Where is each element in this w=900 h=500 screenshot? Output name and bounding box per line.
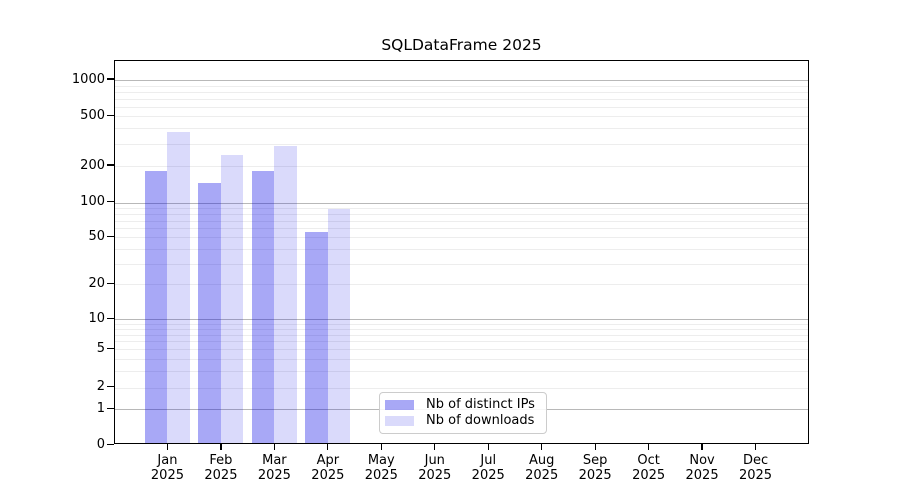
- x-tick-label-dec: Dec 2025: [738, 453, 773, 484]
- minor-gridline: [115, 106, 808, 108]
- legend-entry: Nb of downloads: [385, 413, 538, 429]
- y-tick-mark: [107, 235, 114, 237]
- minor-gridline: [115, 116, 808, 118]
- minor-gridline: [115, 220, 808, 222]
- x-tick-label-sep: Sep 2025: [578, 453, 612, 484]
- plot-area: [114, 60, 809, 444]
- minor-gridline: [115, 334, 808, 336]
- x-tick-label-nov: Nov 2025: [685, 453, 719, 484]
- y-tick-mark: [107, 407, 114, 409]
- y-tick-label: 5: [96, 340, 105, 356]
- major-gridline: [115, 80, 808, 81]
- minor-gridline: [115, 213, 808, 215]
- x-tick-label-may: May 2025: [364, 453, 398, 484]
- x-tick-label-jan: Jan 2025: [150, 453, 184, 484]
- x-tick-mark: [754, 444, 757, 451]
- y-tick-label: 1: [96, 400, 105, 416]
- x-tick-mark: [487, 444, 489, 451]
- minor-gridline: [115, 248, 808, 250]
- y-tick-mark: [107, 317, 114, 319]
- y-tick-mark: [107, 201, 114, 203]
- x-tick-mark: [380, 444, 382, 451]
- legend-label: Nb of downloads: [426, 413, 535, 428]
- major-gridline: [115, 319, 808, 321]
- minor-gridline: [115, 98, 808, 100]
- chart-title: SQLDataFrame 2025: [381, 36, 542, 54]
- legend-swatch-icon: [385, 400, 414, 410]
- legend-label: Nb of distinct IPs: [426, 397, 535, 412]
- bar-jan-distinct-ips: [144, 170, 168, 443]
- minor-gridline: [115, 358, 808, 360]
- y-tick-mark: [107, 443, 114, 445]
- minor-gridline: [115, 144, 808, 145]
- bar-feb-downloads: [220, 154, 244, 443]
- y-tick-label: 100: [80, 194, 105, 210]
- x-tick-label-mar: Mar 2025: [257, 453, 291, 484]
- y-tick-mark: [107, 114, 114, 116]
- minor-gridline: [115, 166, 808, 167]
- minor-gridline: [115, 263, 808, 265]
- x-tick-mark: [701, 444, 703, 451]
- bar-mar-downloads: [274, 146, 297, 443]
- major-gridline: [115, 202, 808, 204]
- y-tick-mark: [107, 282, 114, 284]
- minor-gridline: [115, 85, 808, 87]
- minor-gridline: [115, 341, 808, 343]
- y-tick-mark: [107, 164, 114, 166]
- x-tick-mark: [327, 444, 329, 451]
- y-tick-label: 10: [88, 310, 105, 326]
- minor-gridline: [115, 91, 808, 93]
- y-tick-label: 2: [96, 379, 105, 395]
- x-tick-mark: [166, 444, 169, 451]
- x-tick-label-aug: Aug 2025: [525, 453, 559, 484]
- y-tick-label: 200: [80, 157, 105, 173]
- y-tick-label: 50: [88, 228, 105, 244]
- bar-apr-downloads: [327, 208, 351, 443]
- minor-gridline: [115, 207, 808, 209]
- x-tick-label-jul: Jul 2025: [471, 453, 505, 484]
- x-tick-label-feb: Feb 2025: [204, 453, 238, 484]
- x-tick-mark: [220, 444, 222, 451]
- y-tick-mark: [107, 386, 114, 388]
- y-tick-label: 1000: [71, 71, 105, 87]
- y-tick-mark: [107, 347, 114, 349]
- legend-swatch-icon: [385, 416, 414, 426]
- x-tick-mark: [273, 444, 276, 451]
- minor-gridline: [115, 328, 808, 330]
- minor-gridline: [115, 228, 808, 230]
- bar-feb-distinct-ips: [198, 182, 221, 443]
- x-tick-label-oct: Oct 2025: [632, 453, 666, 484]
- x-tick-mark: [434, 444, 436, 451]
- minor-gridline: [115, 349, 808, 351]
- x-tick-mark: [647, 444, 650, 451]
- y-tick-mark: [107, 78, 114, 80]
- bar-apr-distinct-ips: [305, 232, 328, 443]
- minor-gridline: [115, 237, 808, 239]
- bar-jan-downloads: [167, 131, 190, 443]
- legend-entry: Nb of distinct IPs: [385, 397, 538, 413]
- minor-gridline: [115, 284, 808, 286]
- minor-gridline: [115, 370, 808, 372]
- minor-gridline: [115, 387, 808, 389]
- y-tick-label: 0: [96, 436, 105, 452]
- bar-mar-distinct-ips: [251, 170, 275, 443]
- minor-gridline: [115, 323, 808, 325]
- x-tick-label-apr: Apr 2025: [311, 453, 345, 484]
- legend: Nb of distinct IPs Nb of downloads: [379, 392, 547, 434]
- minor-gridline: [115, 128, 808, 130]
- x-tick-mark: [541, 444, 543, 451]
- x-tick-label-jun: Jun 2025: [418, 453, 452, 484]
- y-tick-label: 500: [80, 107, 105, 123]
- x-tick-mark: [594, 444, 596, 451]
- y-tick-label: 20: [88, 275, 105, 291]
